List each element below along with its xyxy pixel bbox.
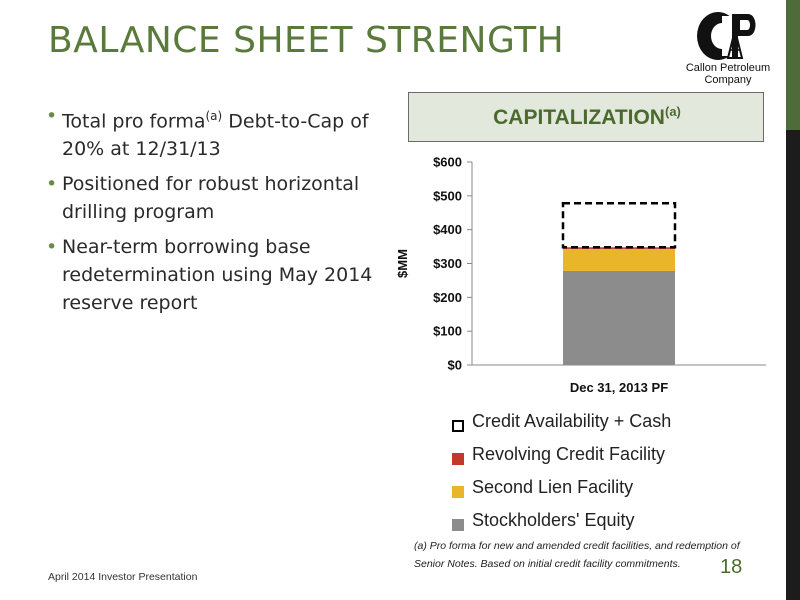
bullet-superscript: (a) [205,109,223,123]
legend-label: Credit Availability + Cash [472,411,672,431]
bar-segment-second-lien-facility [563,248,675,271]
right-accent-bar-dark [786,130,800,600]
bullet-item: • Near-term borrowing base redeterminatio… [44,233,384,317]
logo-company-name: Callon Petroleum Company [676,62,780,86]
bullet-dot-icon: • [46,236,58,259]
footnote: (a) Pro forma for new and amended credit… [414,540,740,570]
logo-text-line1: Callon Petroleum [685,62,771,74]
legend-label: Stockholders' Equity [472,510,635,530]
y-tick-label: $200 [433,290,462,305]
bullet-list: • Total pro forma(a) Debt-to-Cap of 20% a… [44,102,384,324]
bullet-dot-icon: • [46,173,58,196]
bullet-text-pre: Total pro forma [62,110,206,133]
y-tick-label: $100 [433,324,462,339]
bar-segment-stockholders-equity [563,270,675,365]
capitalization-chart: $0 $100 $200 $300 $400 $500 $600 $MM Dec 31, 201… [395,155,766,395]
slide-title: BALANCE SHEET STRENGTH [48,20,565,61]
bullet-text: Near-term borrowing base redetermination… [62,236,373,315]
y-tick-label: $0 [448,358,462,373]
x-tick-label: Dec 31, 2013 PF [570,380,668,395]
y-axis-label: $MM [395,249,410,278]
bullet-text-post: Debt-to-Cap of 20% at 12/31/13 [62,110,369,161]
legend-swatch [452,420,464,432]
page-number: 18 [720,556,743,578]
right-accent-bar [786,0,800,600]
company-logo: Callon Petroleum Company [676,10,780,92]
capitalization-superscript: (a) [664,104,681,119]
callon-logo-icon [697,12,756,60]
bullet-dot-icon: • [46,105,58,127]
y-tick-label: $400 [433,222,462,237]
bullet-item: • Total pro forma(a) Debt-to-Cap of 20% a… [44,102,384,163]
capitalization-header: CAPITALIZATION(a) [408,92,764,142]
capitalization-title-text: CAPITALIZATION [493,106,665,129]
y-tick-label: $600 [433,155,462,170]
legend-swatch [452,453,464,465]
footer-text: April 2014 Investor Presentation [48,571,198,583]
logo-text-line2: Company [704,74,752,86]
bullet-item: • Positioned for robust horizontal drilli… [44,170,384,226]
y-tick-label: $300 [433,256,462,271]
legend-swatch [452,486,464,498]
y-tick-label: $500 [433,188,462,203]
bullet-text: Positioned for robust horizontal drillin… [62,173,360,224]
legend-swatch [452,519,464,531]
bar-segment-credit-availability-cash [561,202,677,249]
legend-label: Second Lien Facility [472,477,634,497]
legend-label: Revolving Credit Facility [472,444,666,464]
capitalization-title: CAPITALIZATION(a) [409,104,765,130]
